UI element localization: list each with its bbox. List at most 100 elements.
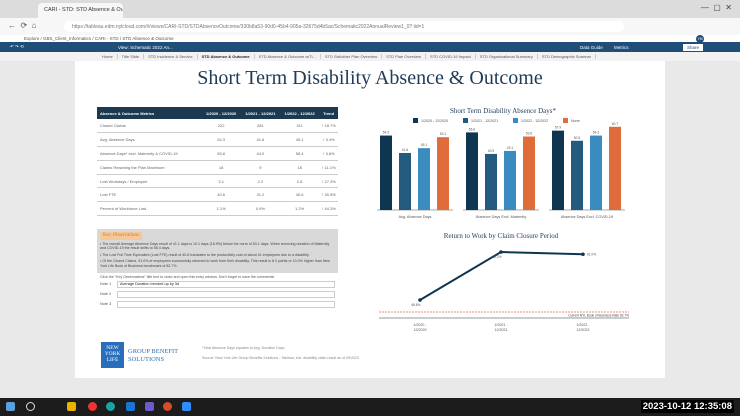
reference-label: Current NYL Book of Business Rate 82.7% (568, 314, 629, 318)
line-data-label: 92.2% (492, 255, 501, 259)
bar-data-label: 40.9 (488, 149, 495, 153)
table-cell: ↑ 3.4% (319, 132, 338, 148)
observation-bullet: • The overall Average Absence Days resul… (100, 242, 330, 251)
sheet-tab-active[interactable]: STD Absence & Outcome (197, 54, 255, 59)
bar (437, 137, 449, 210)
outlook-icon[interactable] (126, 402, 135, 411)
powerpoint-icon[interactable] (163, 402, 172, 411)
line-point (499, 250, 503, 254)
bar (380, 135, 392, 210)
nav-back-refresh-home-icons[interactable]: ← ⟳ ⌂ (8, 21, 37, 30)
table-cell: Absence Days* excl. Maternity & COVID-19 (97, 146, 202, 161)
share-button[interactable]: Share (683, 43, 704, 51)
table-cell: Avg. Absence Days (97, 132, 202, 148)
sheet-tab[interactable]: STD Organizational Summary (475, 54, 538, 59)
table-cell: ↑ 18.7% (319, 119, 338, 134)
table-cell: ↑ 3.8% (319, 146, 338, 161)
start-icon[interactable] (6, 402, 15, 411)
table-cell: 18 (201, 160, 241, 175)
notes-hint: Click the "Key Observations" title text … (100, 275, 275, 280)
table-cell: 311 (280, 119, 320, 134)
bar-data-label: 41.6 (402, 148, 409, 152)
table-cell: 45.1 (280, 132, 320, 148)
teams-icon[interactable] (145, 402, 154, 411)
sheet-tab[interactable]: Title Slide (117, 54, 145, 59)
table-cell: 1.1% (201, 201, 241, 217)
legend-label: 1/2021 - 12/2021 (471, 119, 498, 123)
table-row: Lost Workdays / Employee 3.1 2.2 2.8 ↑ 27.3% (97, 174, 338, 189)
table-cell: 222 (201, 119, 241, 134)
note-row: Note 3 (97, 301, 338, 309)
note-row: Note 2 (97, 291, 338, 299)
note-label: Note 3 (100, 302, 112, 307)
bar-chart-title: Short Term Disability Absence Days* (450, 107, 556, 115)
sheet-tabs: Home Title Slide STD Incidence & Service ST… (0, 52, 740, 61)
note-row: Note 1 Average Duration trended up by 3d (97, 281, 338, 289)
table-row: Percent of Workforce Lost 1.1% 0.9% 1.2% ↑ 4… (97, 201, 338, 217)
breadcrumb-item[interactable]: GBS_Client_Informatics (43, 36, 92, 41)
bar (523, 136, 535, 210)
observations-heading[interactable]: Key Observations (100, 232, 142, 240)
x-tick-label: 1/2020 - (413, 323, 427, 327)
brand-name: GROUP BENEFIT SOLUTIONS (128, 348, 179, 363)
sheet-tab[interactable]: STD Plan Overview (382, 54, 427, 59)
note-1-input[interactable]: Average Duration trended up by 3d (117, 281, 335, 289)
table-cell: ↑ 30.5% (319, 187, 338, 203)
legend-label: Norm (571, 119, 580, 123)
return-to-work-line-chart: Return to Work by Claim Closure Period Cu… (379, 232, 629, 332)
sheet-tab[interactable]: STD Incidence & Service (144, 54, 198, 59)
column-header: Trend (319, 107, 338, 119)
chrome-icon[interactable] (88, 402, 97, 411)
bar-data-label: 45.1 (421, 143, 428, 147)
new-york-life-logo: NEW YORK LIFE (101, 342, 124, 368)
legend-swatch (463, 118, 468, 123)
table-cell: ↑ 11.1% (319, 160, 338, 175)
table-cell: 0.9% (240, 201, 280, 217)
line-data-label: 91.0% (587, 252, 596, 256)
url-input[interactable]: https://tableau.edm.nylcloud.com/#/views… (64, 21, 624, 32)
search-icon[interactable] (26, 402, 35, 411)
table-cell: 40.6 (280, 187, 320, 203)
line-data-label: 66.6% (411, 303, 420, 307)
edge-icon[interactable] (106, 402, 115, 411)
table-cell: ↑ 27.3% (319, 174, 338, 189)
column-header: Absence & Outcome Metrics (97, 107, 202, 119)
zoom-icon[interactable] (182, 402, 191, 411)
bar-data-label: 54.3 (593, 131, 600, 135)
note-2-input[interactable] (117, 291, 335, 299)
note-3-input[interactable] (117, 301, 335, 309)
bar (504, 150, 516, 210)
x-tick-label: 12/2020 (414, 328, 427, 332)
metrics-button[interactable]: Metrics (614, 44, 629, 50)
table-cell: Lost FTE (97, 187, 202, 203)
file-explorer-icon[interactable] (67, 402, 76, 411)
sheet-tab[interactable]: STD COVID-19 Impact (426, 54, 476, 59)
legend-swatch (513, 118, 518, 123)
sheet-tab[interactable]: STD Demographic Summar (537, 54, 596, 59)
bar-data-label: 43.1 (507, 146, 514, 150)
table-cell: Lost Workdays / Employee (97, 174, 202, 189)
breadcrumb-item[interactable]: Explore (24, 36, 40, 41)
line-chart-title: Return to Work by Claim Closure Period (444, 232, 559, 240)
bar (466, 132, 478, 210)
legend-swatch (563, 118, 568, 123)
sheet-tab[interactable]: STD Std/other Plan Overview (320, 54, 383, 59)
avatar[interactable]: YM (696, 35, 704, 43)
browser-tab[interactable]: CARI - STD: STD Absence & Outcome (38, 3, 123, 18)
breadcrumb: Explore / GBS_Client_Informatics / CARI … (0, 35, 740, 43)
legend-label: 1/2020 - 12/2020 (421, 119, 448, 123)
sheet-tab[interactable]: STD Absence & Outcome w/Ti... (254, 54, 321, 59)
sheet-tab[interactable]: Home (98, 54, 118, 59)
line-point (418, 298, 422, 302)
absence-days-bar-chart: Short Term Disability Absence Days*1/202… (377, 107, 625, 219)
view-selector[interactable]: View: Schematic 2022 An... (118, 44, 173, 50)
data-guide-button[interactable]: Data Guide (580, 44, 603, 50)
breadcrumb-item[interactable]: CARI - STD (94, 36, 119, 41)
window-controls[interactable]: — ▢ ✕ (700, 3, 732, 12)
category-label: Absence Days Excl. COVID-19 (561, 215, 613, 219)
key-observations: Key Observations • The overall Average A… (97, 229, 338, 274)
category-label: Absence Days Excl. Maternity (476, 215, 527, 219)
undo-redo-icons[interactable]: ↶ ↷ ⟲ (10, 44, 24, 49)
x-tick-label: 1/2022 - (576, 323, 590, 327)
observation-bullet: • The Lost Full Time Equivalent (Lost FT… (100, 252, 310, 257)
